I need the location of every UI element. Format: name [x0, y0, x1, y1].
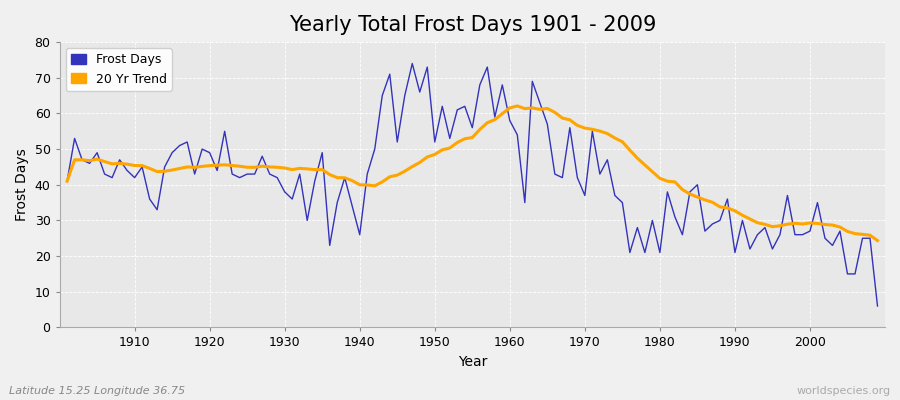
Title: Yearly Total Frost Days 1901 - 2009: Yearly Total Frost Days 1901 - 2009 — [289, 15, 656, 35]
X-axis label: Year: Year — [457, 355, 487, 369]
Text: Latitude 15.25 Longitude 36.75: Latitude 15.25 Longitude 36.75 — [9, 386, 185, 396]
Text: worldspecies.org: worldspecies.org — [796, 386, 891, 396]
Y-axis label: Frost Days: Frost Days — [15, 148, 29, 221]
Legend: Frost Days, 20 Yr Trend: Frost Days, 20 Yr Trend — [66, 48, 172, 91]
